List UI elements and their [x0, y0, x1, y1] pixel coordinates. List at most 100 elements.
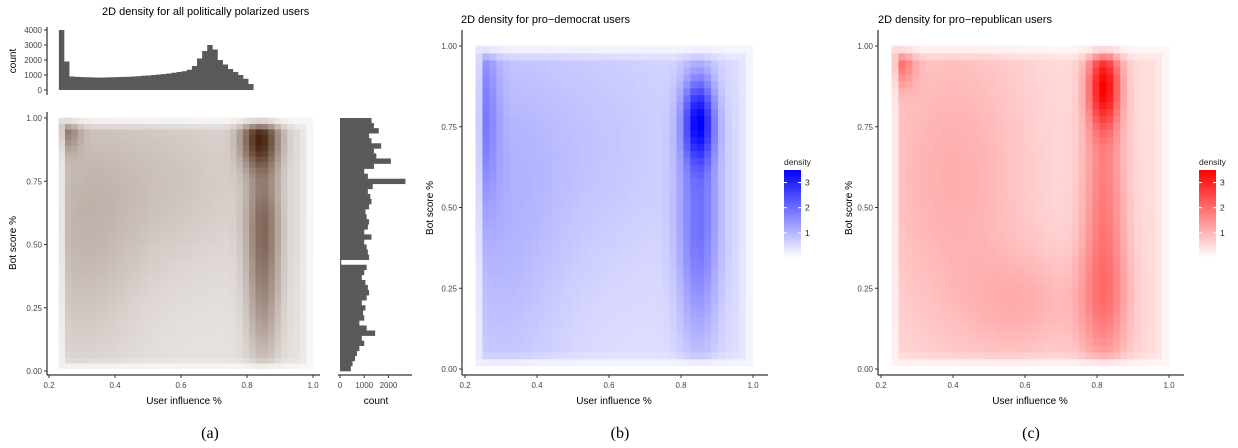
density-cell — [166, 264, 174, 271]
density-cell — [122, 340, 130, 348]
density-cell — [261, 264, 270, 271]
density-cell — [96, 183, 104, 190]
density-cell — [711, 282, 719, 290]
density-cell — [255, 319, 263, 326]
density-cell — [475, 351, 484, 360]
density-cell — [249, 183, 257, 190]
density-cell — [103, 308, 111, 315]
density-cell — [981, 309, 990, 318]
density-cell — [593, 295, 602, 304]
density-cell — [134, 183, 142, 190]
density-cell — [905, 184, 914, 193]
density-cell — [933, 337, 941, 346]
density-cell — [655, 136, 664, 144]
density-cell — [503, 302, 511, 311]
density-cell — [64, 340, 73, 348]
density-cell — [198, 193, 206, 201]
density-cell — [198, 357, 206, 364]
density-cell — [64, 324, 73, 331]
density-cell — [1113, 289, 1121, 297]
density-cell — [641, 101, 650, 110]
histogram-bar — [340, 315, 365, 321]
density-cell — [255, 248, 263, 255]
density-cell — [204, 264, 212, 271]
density-cell — [1161, 275, 1170, 283]
density-cell — [64, 297, 73, 304]
y-tick-label: 0.25 — [441, 284, 457, 293]
density-cell — [71, 324, 79, 331]
density-cell — [530, 337, 539, 346]
density-cell — [115, 357, 123, 364]
density-cell — [517, 275, 525, 283]
density-cell — [648, 80, 657, 89]
density-cell — [558, 66, 567, 75]
density-cell — [621, 129, 629, 137]
density-cell — [1147, 351, 1156, 360]
density-cell — [967, 191, 976, 200]
density-cell — [134, 340, 142, 348]
density-cell — [192, 199, 200, 206]
density-cell — [236, 193, 244, 201]
density-cell — [249, 308, 257, 315]
density-cell — [724, 52, 733, 61]
density-cell — [634, 73, 643, 82]
density-cell — [919, 289, 927, 297]
density-cell — [77, 204, 85, 212]
density-cell — [84, 193, 92, 201]
density-cell — [641, 170, 650, 179]
density-cell — [306, 362, 314, 369]
density-cell — [109, 324, 117, 331]
density-cell — [745, 122, 754, 130]
density-cell — [891, 295, 900, 304]
density-cell — [607, 261, 615, 269]
density-cell — [565, 80, 574, 89]
density-cell — [731, 136, 740, 144]
density-cell — [204, 210, 212, 217]
density-cell — [648, 191, 657, 200]
density-cell — [192, 330, 200, 337]
density-cell — [995, 233, 1004, 242]
density-cell — [926, 177, 934, 186]
density-cell — [211, 319, 219, 326]
density-cell — [995, 282, 1004, 290]
density-cell — [255, 253, 263, 261]
density-cell — [77, 210, 85, 217]
density-cell — [1113, 261, 1121, 269]
density-cell — [995, 205, 1004, 214]
density-cell — [974, 323, 983, 332]
density-cell — [503, 136, 511, 144]
density-cell — [905, 163, 914, 172]
density-cell — [627, 115, 636, 123]
density-cell — [655, 233, 664, 242]
density-cell — [634, 254, 643, 262]
density-cell — [579, 254, 588, 262]
density-cell — [64, 221, 73, 228]
density-cell — [551, 275, 560, 283]
density-cell — [103, 117, 111, 124]
density-cell — [261, 248, 270, 255]
density-cell — [147, 297, 155, 304]
density-cell — [731, 45, 740, 54]
histogram-bar — [340, 234, 372, 240]
density-cell — [933, 163, 941, 172]
density-cell — [524, 156, 532, 165]
density-cell — [299, 324, 308, 331]
density-cell — [1050, 309, 1059, 318]
density-cell — [1037, 351, 1045, 360]
density-cell — [731, 101, 740, 110]
density-cell — [185, 166, 193, 173]
density-cell — [524, 282, 532, 290]
density-cell — [299, 139, 308, 146]
density-cell — [1161, 261, 1170, 269]
density-cell — [122, 335, 130, 342]
density-cell — [662, 177, 671, 186]
density-cell — [745, 337, 754, 346]
density-cell — [185, 172, 193, 179]
density-cell — [293, 155, 301, 163]
density-cell — [96, 134, 104, 141]
density-cell — [274, 275, 282, 282]
density-cell — [593, 87, 602, 96]
density-cell — [122, 313, 130, 320]
x-tick-label: 0 — [338, 381, 343, 390]
density-cell — [122, 248, 130, 255]
